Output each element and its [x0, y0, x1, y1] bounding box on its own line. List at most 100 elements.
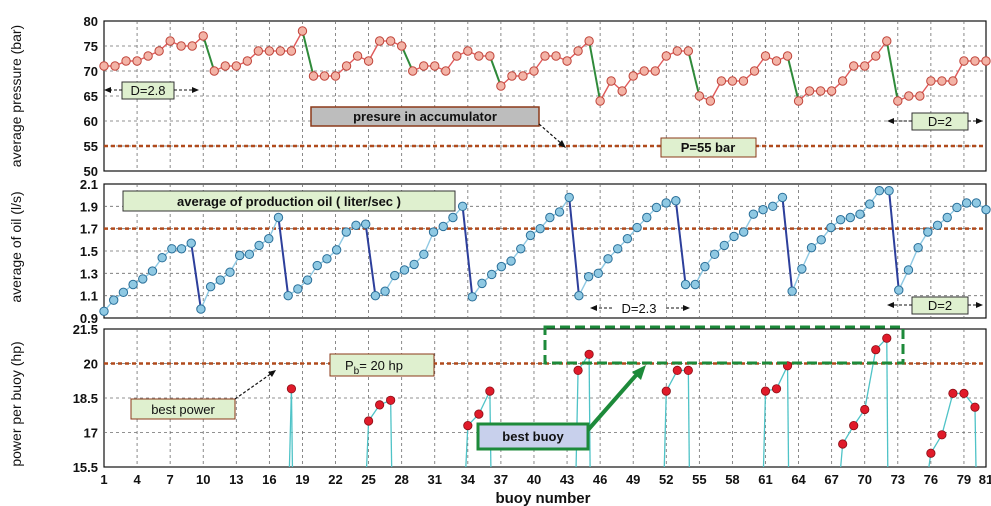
data-point-pressure [804, 86, 815, 96]
data-point-oil [215, 275, 226, 285]
x-tick-label: 81 [979, 472, 991, 487]
x-tick-label: 34 [461, 472, 476, 487]
data-point-pressure [452, 51, 462, 61]
data-point-power [286, 384, 297, 394]
data-point-oil [176, 244, 187, 254]
data-point-pressure [319, 71, 330, 81]
data-point-oil [545, 212, 555, 223]
d-annotation-pressure-right: D=2 [887, 112, 983, 131]
data-point-pressure [408, 66, 418, 76]
series-segment-power [663, 391, 667, 468]
data-point-pressure [738, 76, 749, 86]
data-point-power [375, 400, 385, 410]
data-point-oil [234, 250, 245, 261]
data-point-pressure [926, 76, 936, 86]
data-point-oil [797, 264, 807, 274]
data-point-power [584, 349, 594, 359]
y-tick-label-pressure: 50 [84, 164, 98, 179]
x-tick-label: 46 [593, 472, 607, 487]
x-tick-label: 40 [527, 472, 541, 487]
data-point-oil [516, 244, 526, 254]
x-tick-label: 19 [295, 472, 309, 487]
data-point-oil [399, 265, 410, 275]
y-tick-label-oil: 0.9 [80, 311, 98, 326]
x-tick-label: 70 [857, 472, 871, 487]
data-point-oil [108, 295, 119, 305]
x-tick-label: 49 [626, 472, 640, 487]
svg-text:D=2: D=2 [928, 298, 952, 313]
y-tick-label-oil: 1.1 [80, 289, 98, 304]
data-point-pressure [374, 36, 385, 46]
y-tick-label-oil: 1.7 [80, 222, 98, 237]
data-point-oil [293, 284, 303, 294]
x-tick-label: 31 [428, 472, 442, 487]
data-point-power [573, 365, 583, 375]
data-point-oil [506, 256, 516, 266]
data-point-power [937, 430, 947, 440]
data-point-power [860, 404, 870, 415]
data-point-pressure [121, 56, 131, 66]
data-point-pressure [760, 51, 771, 61]
svg-text:P=55 bar: P=55 bar [681, 140, 736, 155]
y-tick-label-pressure: 60 [84, 114, 98, 129]
data-point-pressure [826, 86, 837, 96]
data-point-pressure [529, 66, 539, 76]
svg-text:Pb= 20 hp: Pb= 20 hp [345, 358, 403, 377]
series-segment-power [390, 400, 393, 468]
data-point-oil [942, 212, 952, 223]
data-point-oil [351, 220, 361, 231]
data-point-oil [603, 254, 613, 264]
series-segment-oil [888, 190, 900, 291]
data-point-pressure [198, 31, 208, 41]
data-point-pressure [871, 51, 881, 61]
data-point-pressure [639, 66, 649, 76]
data-point-pressure [771, 56, 782, 66]
data-point-oil [390, 270, 400, 281]
series-segment-oil [674, 200, 687, 285]
data-point-oil [923, 227, 933, 237]
data-point-oil [758, 204, 768, 215]
y-axis-label-oil: average of oil (l/s) [8, 191, 24, 302]
data-point-oil [690, 279, 700, 290]
data-point-oil [835, 215, 846, 225]
y-tick-label-oil: 1.9 [80, 199, 98, 214]
data-point-oil [467, 292, 478, 302]
series-segment-power [465, 425, 469, 468]
data-point-pressure [209, 66, 219, 76]
data-point-oil [283, 290, 293, 301]
data-point-oil [457, 201, 468, 212]
x-tick-label: 43 [560, 472, 574, 487]
data-point-oil [777, 192, 788, 203]
data-point-power [661, 386, 671, 396]
data-point-oil [157, 253, 167, 263]
data-point-oil [99, 306, 109, 316]
data-point-oil [196, 304, 206, 314]
data-point-pressure [562, 56, 572, 66]
data-point-oil [642, 212, 652, 223]
data-point-oil [438, 221, 448, 232]
series-segment-pressure [202, 35, 216, 72]
y-axis-label-power: power per buoy (hp) [8, 341, 24, 466]
y-tick-label-oil: 1.5 [80, 244, 98, 259]
series-segment-oil [461, 206, 474, 297]
data-point-oil [273, 212, 284, 223]
x-tick-label: 28 [394, 472, 408, 487]
data-point-oil [709, 249, 720, 260]
x-tick-label: 13 [229, 472, 243, 487]
data-point-power [474, 409, 484, 419]
data-point-oil [322, 254, 332, 264]
x-tick-label: 67 [824, 472, 838, 487]
data-point-pressure [496, 81, 506, 91]
data-point-pressure [220, 61, 230, 71]
data-point-pressure [584, 36, 594, 46]
x-tick-label: 10 [196, 472, 210, 487]
data-point-pressure [264, 46, 275, 56]
data-point-power [463, 420, 473, 431]
data-point-pressure [893, 96, 903, 106]
series-segment-power [687, 370, 690, 468]
data-point-pressure [782, 51, 793, 61]
series-segment-power [886, 338, 889, 468]
data-point-oil [370, 290, 381, 301]
y-tick-label-pressure: 70 [84, 64, 98, 79]
y-tick-label-pressure: 75 [84, 39, 98, 54]
